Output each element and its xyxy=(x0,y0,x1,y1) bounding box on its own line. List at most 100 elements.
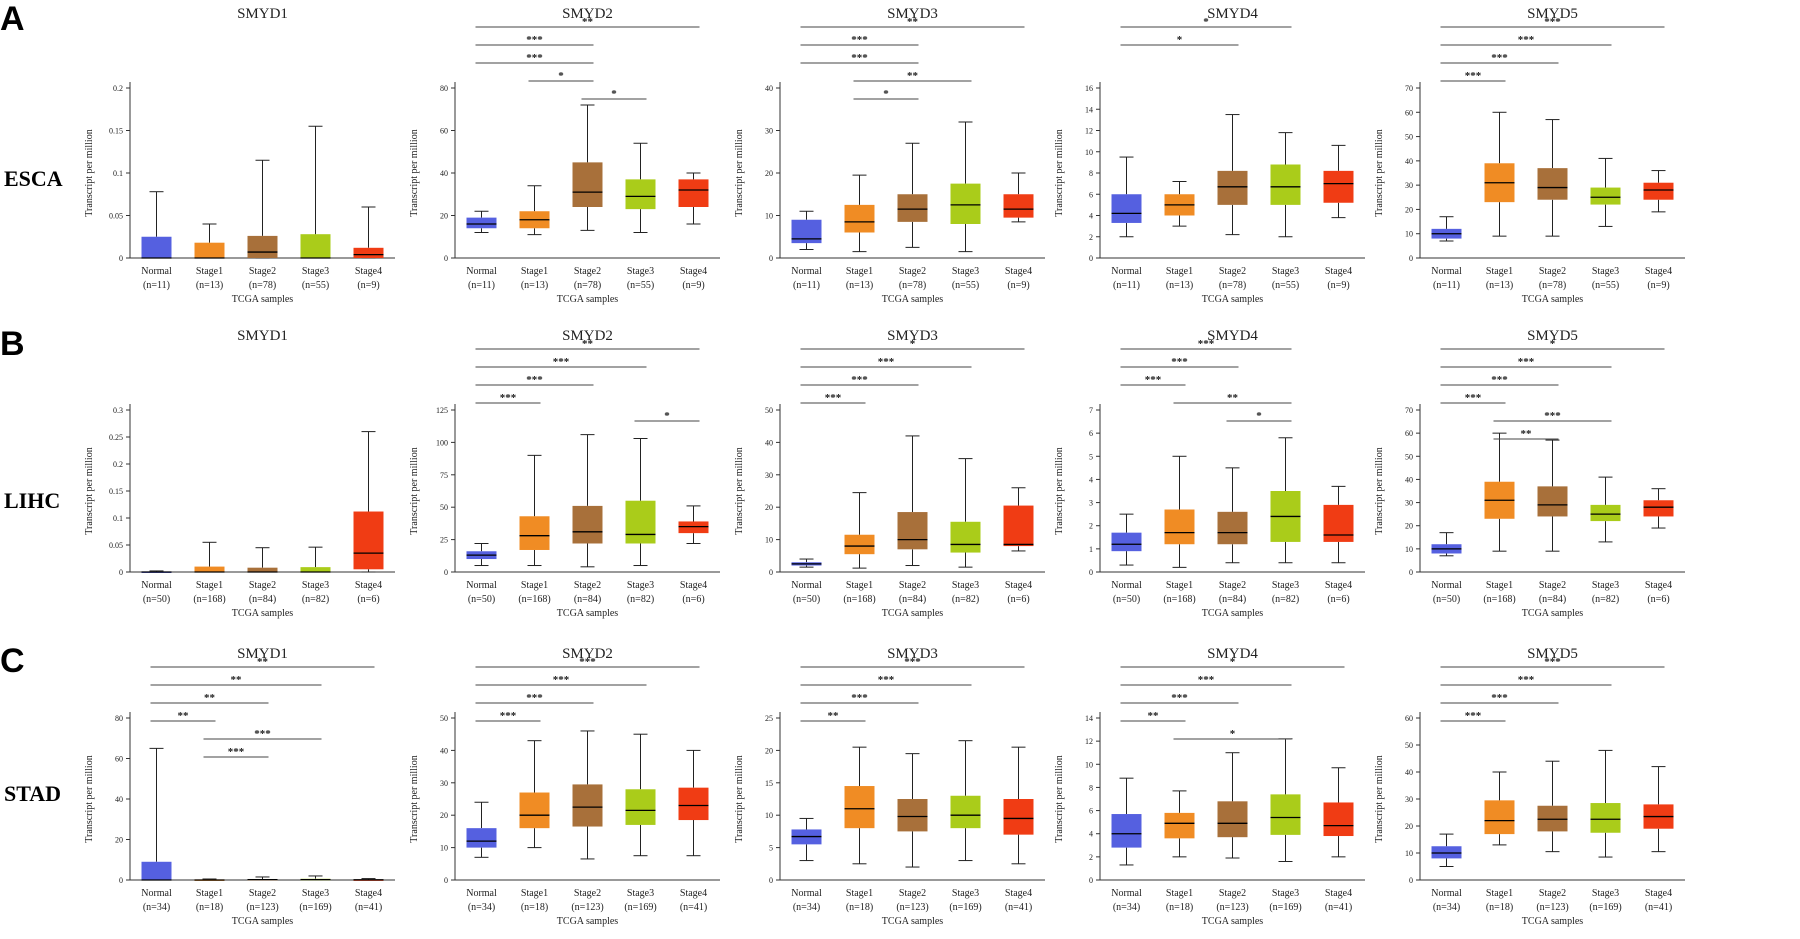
x-tick-label: Stage1 xyxy=(521,580,548,591)
y-tick-label: 12 xyxy=(1085,127,1093,136)
significance-0-4: * xyxy=(800,338,1025,350)
box-iqr xyxy=(625,179,656,210)
box-normal xyxy=(141,191,172,259)
box-stage3 xyxy=(950,740,981,862)
x-tick-label: Stage4 xyxy=(1325,266,1352,277)
box-stage3 xyxy=(950,458,981,568)
x-tick-label: Stage1 xyxy=(1166,266,1193,277)
box-stage2 xyxy=(247,876,278,881)
y-tick-label: 60 xyxy=(1405,429,1413,438)
chart-lihc-smyd2: SMYD2 0 25 50 75 100 125 Transcript per million… xyxy=(409,328,720,619)
x-axis-label: TCGA samples xyxy=(557,294,618,305)
y-tick-label: 0.1 xyxy=(113,514,123,523)
x-tick-label: Normal xyxy=(466,888,497,899)
x-tick-label: Normal xyxy=(141,580,172,591)
x-count-label: (n=50) xyxy=(793,594,820,605)
x-tick-label: Stage1 xyxy=(196,266,223,277)
significance-0-2: *** xyxy=(475,692,594,704)
x-tick-label: Normal xyxy=(466,266,497,277)
x-count-label: (n=6) xyxy=(1647,594,1669,605)
x-count-label: (n=84) xyxy=(574,594,601,605)
y-tick-label: 14 xyxy=(1085,105,1093,114)
y-tick-label: 3 xyxy=(1089,499,1093,508)
significance-0-4: *** xyxy=(1440,16,1665,28)
significance-1-3: ** xyxy=(1173,392,1292,404)
x-axis-label: TCGA samples xyxy=(1202,294,1263,305)
x-tick-label: Stage2 xyxy=(249,580,276,591)
chart-title: SMYD1 xyxy=(237,328,288,344)
box-stage4 xyxy=(1323,485,1354,564)
box-iqr xyxy=(1323,504,1354,542)
y-axis-label: Transcript per million xyxy=(1374,447,1385,534)
y-tick-label: 40 xyxy=(1405,157,1413,166)
x-count-label: (n=11) xyxy=(143,280,170,291)
box-iqr xyxy=(1643,182,1674,200)
chart-stad-smyd1: SMYD1 0 20 40 60 80 Transcript per million Norm… xyxy=(84,646,395,927)
significance-0-2: *** xyxy=(1120,356,1239,368)
row-label-lihc: LIHC xyxy=(4,488,60,513)
x-count-label: (n=169) xyxy=(1589,902,1621,913)
x-count-label: (n=50) xyxy=(1433,594,1460,605)
x-count-label: (n=55) xyxy=(1592,280,1619,291)
significance-0-4: ** xyxy=(150,656,375,668)
x-count-label: (n=41) xyxy=(1005,902,1032,913)
y-tick-label: 70 xyxy=(1405,84,1413,93)
significance-label: ** xyxy=(1148,710,1160,722)
y-tick-label: 25 xyxy=(440,536,448,545)
y-axis-label: Transcript per million xyxy=(1374,129,1385,216)
x-count-label: (n=6) xyxy=(1007,594,1029,605)
significance-label: ** xyxy=(178,710,190,722)
box-iqr xyxy=(353,247,384,258)
y-tick-label: 75 xyxy=(440,471,448,480)
box-stage1 xyxy=(844,492,875,569)
x-axis-label: TCGA samples xyxy=(1202,916,1263,927)
y-tick-label: 0 xyxy=(769,568,773,577)
significance-0-2: *** xyxy=(1440,374,1559,386)
significance-1-3: ** xyxy=(853,70,972,82)
x-tick-label: Stage4 xyxy=(355,266,382,277)
y-tick-label: 15 xyxy=(765,779,773,788)
significance-0-3: ** xyxy=(150,674,322,686)
box-iqr xyxy=(1590,187,1621,205)
x-count-label: (n=11) xyxy=(1113,280,1140,291)
x-count-label: (n=123) xyxy=(1216,902,1248,913)
y-tick-label: 0.15 xyxy=(109,487,123,496)
box-iqr xyxy=(1164,812,1195,839)
significance-label: *** xyxy=(553,356,570,368)
x-count-label: (n=123) xyxy=(246,902,278,913)
significance-label: *** xyxy=(904,656,921,668)
x-count-label: (n=9) xyxy=(1327,280,1349,291)
x-count-label: (n=82) xyxy=(302,594,329,605)
box-normal xyxy=(1431,833,1462,867)
significance-0-3: *** xyxy=(475,674,647,686)
y-tick-label: 30 xyxy=(765,471,773,480)
x-count-label: (n=169) xyxy=(949,902,981,913)
significance-label: *** xyxy=(1518,674,1535,686)
y-tick-label: 30 xyxy=(440,779,448,788)
x-count-label: (n=6) xyxy=(357,594,379,605)
y-tick-label: 0.25 xyxy=(109,433,123,442)
y-tick-label: 4 xyxy=(1089,475,1093,484)
box-iqr xyxy=(194,566,225,572)
chart-title: SMYD3 xyxy=(887,646,938,662)
x-count-label: (n=34) xyxy=(1433,902,1460,913)
x-count-label: (n=82) xyxy=(1592,594,1619,605)
y-tick-label: 0.15 xyxy=(109,127,123,136)
box-stage1 xyxy=(1164,181,1195,227)
x-tick-label: Stage1 xyxy=(1486,888,1513,899)
significance-1-2: * xyxy=(853,88,919,100)
y-tick-label: 0.2 xyxy=(113,84,123,93)
panel-label-c: C xyxy=(0,642,25,680)
y-tick-label: 2 xyxy=(1089,853,1093,862)
box-stage3 xyxy=(1590,476,1621,543)
box-stage4 xyxy=(1003,172,1034,223)
x-count-label: (n=78) xyxy=(574,280,601,291)
box-stage2 xyxy=(897,753,928,868)
y-tick-label: 12 xyxy=(1085,737,1093,746)
x-tick-label: Normal xyxy=(141,266,172,277)
box-stage4 xyxy=(1643,170,1674,213)
x-axis-label: TCGA samples xyxy=(882,294,943,305)
significance-label: *** xyxy=(851,34,868,46)
box-iqr xyxy=(1164,509,1195,545)
